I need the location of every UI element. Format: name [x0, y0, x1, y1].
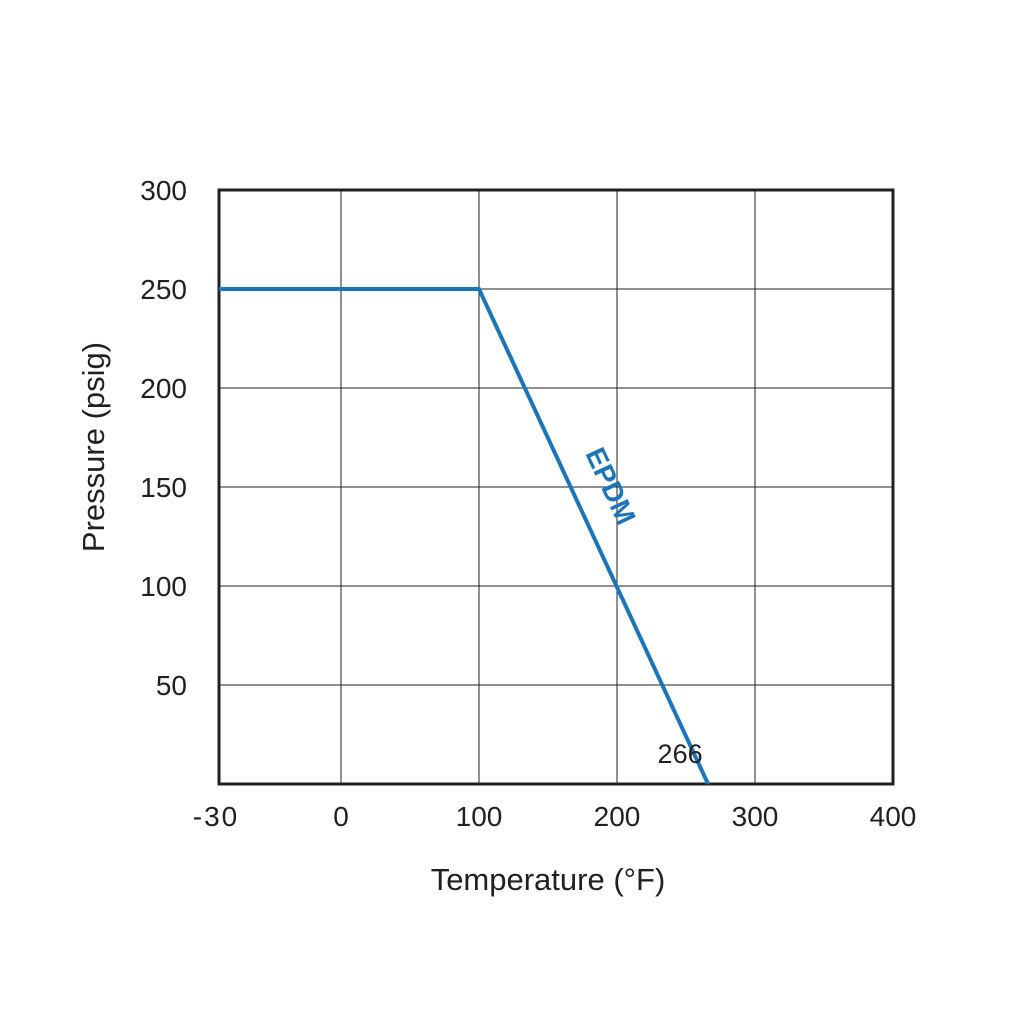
series-line-epdm [219, 287, 710, 785]
x-tick-label: 300 [732, 801, 779, 832]
y-tick-label: 50 [156, 670, 187, 701]
x-tick-labels: -30 0 100 200 300 400 [193, 801, 917, 832]
x-tick-label: -30 [193, 801, 239, 832]
x-axis-title: Temperature (°F) [431, 862, 666, 897]
y-tick-label: 300 [140, 175, 187, 206]
y-tick-label: 100 [140, 571, 187, 602]
grid-lines [219, 190, 893, 784]
y-tick-labels: 50 100 150 200 250 300 [140, 175, 187, 701]
y-tick-label: 150 [140, 472, 187, 503]
x-tick-label: 100 [456, 801, 503, 832]
x-tick-label: 200 [594, 801, 641, 832]
y-tick-label: 250 [140, 274, 187, 305]
y-axis-title: Pressure (psig) [76, 342, 111, 552]
series-label: EPDM [580, 443, 642, 529]
endpoint-annotation: 266 [658, 739, 703, 769]
plot-frame [217, 188, 895, 786]
x-tick-label: 0 [333, 801, 349, 832]
series-group: EPDM 266 [219, 287, 710, 785]
y-tick-label: 200 [140, 373, 187, 404]
x-tick-label: 400 [870, 801, 917, 832]
